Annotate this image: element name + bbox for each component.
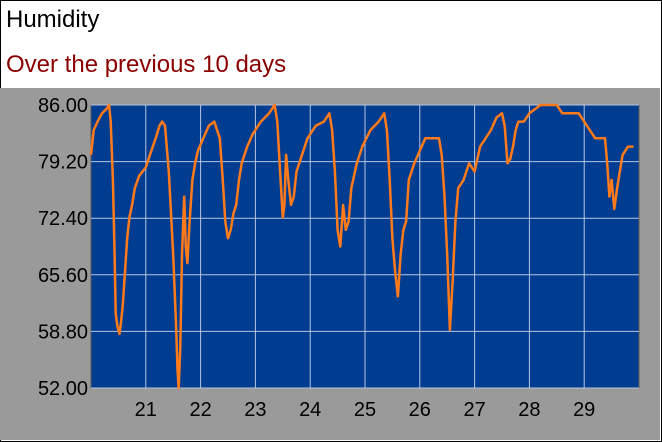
y-tick-label: 65.60	[38, 265, 88, 287]
chart-subtitle: Over the previous 10 days	[6, 51, 287, 78]
x-tick-label: 29	[573, 399, 595, 421]
x-tick-label: 23	[244, 399, 266, 421]
x-tick-label: 28	[518, 399, 540, 421]
y-tick-label: 72.40	[38, 208, 88, 230]
x-tick-label: 27	[463, 399, 485, 421]
chart-title: Humidity	[6, 6, 100, 33]
y-tick-label: 58.80	[38, 321, 88, 343]
x-axis-ticks: 21 22 23 24 25 26 27 28 29	[135, 399, 596, 421]
y-axis-ticks: 86.00 79.20 72.40 65.60 58.80 52.00	[38, 95, 88, 400]
y-tick-label: 52.00	[38, 378, 88, 400]
x-tick-label: 25	[354, 399, 376, 421]
x-tick-label: 22	[189, 399, 211, 421]
x-tick-label: 21	[135, 399, 157, 421]
x-tick-label: 24	[299, 399, 321, 421]
y-tick-label: 79.20	[38, 152, 88, 174]
y-tick-label: 86.00	[38, 95, 88, 117]
series-line-humidity	[89, 103, 634, 390]
x-tick-label: 26	[409, 399, 431, 421]
